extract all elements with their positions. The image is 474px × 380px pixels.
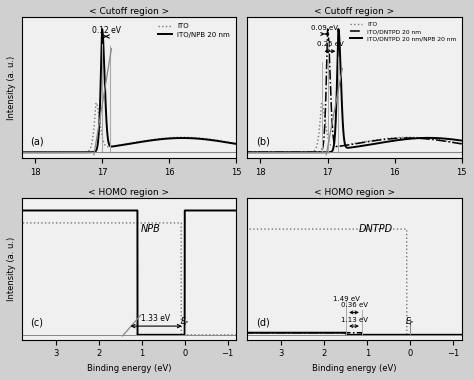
Text: 1.49 eV: 1.49 eV [333,296,360,302]
Title: < Cutoff region >: < Cutoff region > [314,7,394,16]
Legend: ITO, ITO/DNTPD 20 nm, ITO/DNTPD 20 nm/NPB 20 nm: ITO, ITO/DNTPD 20 nm, ITO/DNTPD 20 nm/NP… [348,20,459,44]
Text: 1.13 eV: 1.13 eV [340,317,367,323]
X-axis label: Binding energy (eV): Binding energy (eV) [312,364,397,373]
Y-axis label: Intensity (a. u.): Intensity (a. u.) [7,55,16,120]
X-axis label: Binding energy (eV): Binding energy (eV) [87,364,171,373]
Text: (d): (d) [255,318,269,328]
Title: < HOMO region >: < HOMO region > [88,188,169,197]
Text: $E_F$: $E_F$ [180,315,190,328]
Text: 0.36 eV: 0.36 eV [340,302,367,309]
Text: DNTPD: DNTPD [359,224,393,234]
Text: 0.12 eV: 0.12 eV [92,26,121,35]
Y-axis label: Intensity (a. u.): Intensity (a. u.) [7,237,16,301]
Text: (c): (c) [30,318,43,328]
Legend: ITO, ITO/NPB 20 nm: ITO, ITO/NPB 20 nm [155,20,233,41]
Text: NPB: NPB [140,224,160,234]
Text: 0.09 eV: 0.09 eV [311,25,338,31]
Text: $E_F$: $E_F$ [405,315,415,328]
Text: 1.33 eV: 1.33 eV [141,314,171,323]
Text: (a): (a) [30,136,44,146]
Text: (b): (b) [255,136,270,146]
Title: < HOMO region >: < HOMO region > [314,188,395,197]
Text: 0.25 eV: 0.25 eV [317,41,343,47]
Title: < Cutoff region >: < Cutoff region > [89,7,169,16]
